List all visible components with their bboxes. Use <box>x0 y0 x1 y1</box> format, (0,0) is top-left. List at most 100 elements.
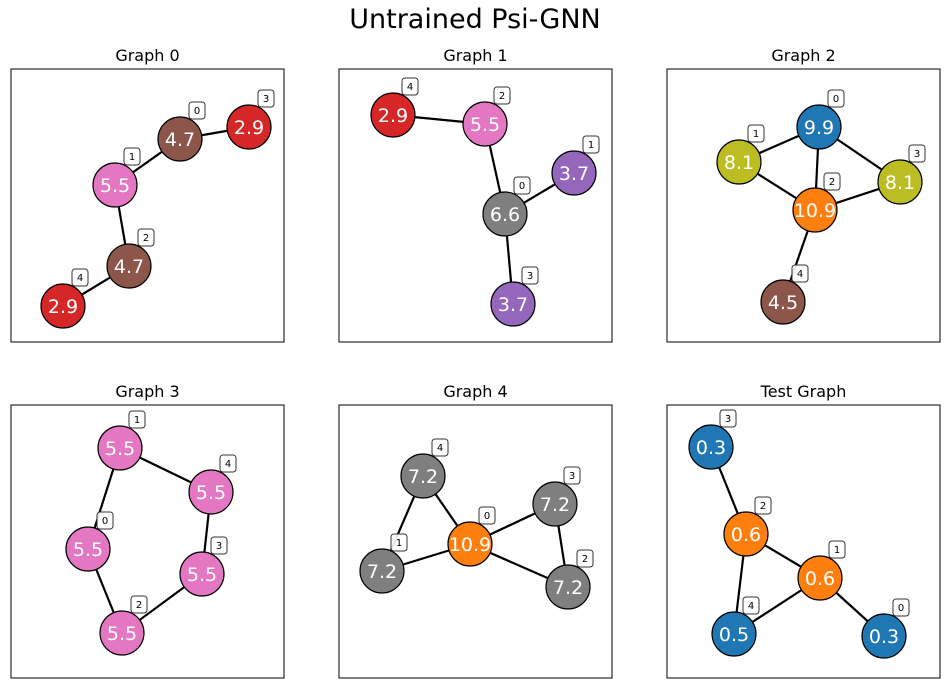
node-id-badge <box>747 124 765 143</box>
node-id-label: 1 <box>834 545 840 556</box>
graph-node: 3.73 <box>490 266 539 327</box>
node-id-badge <box>892 598 910 617</box>
node-id-badge <box>128 410 146 429</box>
node-id-label: 2 <box>829 177 835 188</box>
graph-node: 5.50 <box>65 511 114 572</box>
graph-node: 4.72 <box>106 228 155 289</box>
node-id-label: 2 <box>143 233 149 244</box>
node-circle <box>99 610 145 656</box>
graph-node: 2.93 <box>226 89 275 150</box>
graph-node: 8.13 <box>877 144 926 205</box>
node-circle <box>482 191 528 237</box>
node-value-label: 3.7 <box>498 294 528 316</box>
panel-frame <box>10 68 285 343</box>
node-id-badge <box>137 228 155 247</box>
node-id-label: 4 <box>225 459 231 470</box>
node-id-label: 0 <box>898 603 904 614</box>
node-value-label: 5.5 <box>107 623 137 645</box>
node-value-label: 5.5 <box>100 175 130 197</box>
node-id-label: 3 <box>263 94 269 105</box>
node-value-label: 7.2 <box>540 494 570 516</box>
panel-title: Graph 1 <box>443 46 507 65</box>
node-value-label: 5.5 <box>73 539 103 561</box>
node-id-badge <box>96 511 114 530</box>
node-value-label: 7.2 <box>408 466 438 488</box>
node-circle <box>545 564 591 610</box>
graph-node: 6.60 <box>482 176 531 237</box>
node-value-label: 5.5 <box>470 114 500 136</box>
panel-frame <box>338 68 613 343</box>
node-value-label: 5.5 <box>196 482 226 504</box>
node-id-label: 3 <box>569 471 575 482</box>
graph-node: 5.52 <box>462 86 511 147</box>
node-id-label: 2 <box>582 554 588 565</box>
node-id-badge <box>401 77 419 96</box>
node-id-badge <box>521 266 539 285</box>
graph-node: 7.22 <box>545 549 594 610</box>
node-circle <box>723 511 769 557</box>
node-id-label: 0 <box>484 511 490 522</box>
graph-node: 9.90 <box>796 89 845 150</box>
graph-node: 5.51 <box>92 147 141 208</box>
node-circle <box>106 243 152 289</box>
node-id-label: 1 <box>129 152 135 163</box>
node-id-badge <box>257 89 275 108</box>
node-circle <box>877 159 923 205</box>
node-id-badge <box>493 86 511 105</box>
node-circle <box>370 92 416 138</box>
node-value-label: 3.7 <box>559 163 589 185</box>
panel-frame <box>666 68 941 343</box>
node-id-badge <box>513 176 531 195</box>
node-value-label: 0.3 <box>696 437 726 459</box>
node-id-badge <box>219 454 237 473</box>
node-value-label: 10.9 <box>794 200 836 222</box>
node-value-label: 2.9 <box>378 105 408 127</box>
node-id-label: 2 <box>760 501 766 512</box>
node-value-label: 8.1 <box>885 172 915 194</box>
node-id-badge <box>478 506 496 525</box>
node-id-label: 0 <box>519 181 525 192</box>
node-id-badge <box>563 466 581 485</box>
node-circle <box>359 548 405 594</box>
graph-node: 10.92 <box>792 172 841 233</box>
node-circle <box>447 521 493 567</box>
node-circle <box>760 279 806 325</box>
panel-title: Graph 4 <box>443 382 507 401</box>
node-circle <box>462 101 508 147</box>
graph-node: 0.33 <box>688 409 737 470</box>
node-id-label: 4 <box>797 269 803 280</box>
node-value-label: 0.5 <box>719 624 749 646</box>
node-circle <box>716 139 762 185</box>
node-id-label: 3 <box>725 414 731 425</box>
node-circle <box>226 104 272 150</box>
node-id-badge <box>827 89 845 108</box>
node-id-label: 4 <box>748 601 754 612</box>
node-id-label: 0 <box>102 516 108 527</box>
node-value-label: 5.5 <box>105 438 135 460</box>
node-value-label: 5.5 <box>187 564 217 586</box>
panel-frame <box>666 404 941 679</box>
figure-title: Untrained Psi-GNN <box>349 4 601 35</box>
node-id-badge <box>908 144 926 163</box>
panel-title: Graph 0 <box>115 46 179 65</box>
node-id-label: 1 <box>753 129 759 140</box>
panel-frame <box>338 404 613 679</box>
node-id-label: 1 <box>134 415 140 426</box>
node-id-badge <box>576 549 594 568</box>
graph-node: 7.24 <box>400 438 449 499</box>
graph-node: 0.62 <box>723 496 772 557</box>
node-circle <box>711 611 757 657</box>
graph-panel: Graph 35.505.515.525.535.54 <box>10 382 285 679</box>
node-id-badge <box>582 135 600 154</box>
node-value-label: 2.9 <box>48 296 78 318</box>
node-value-label: 4.5 <box>768 292 798 314</box>
node-circle <box>65 526 111 572</box>
node-circle <box>796 104 842 150</box>
node-id-badge <box>431 438 449 457</box>
node-id-badge <box>719 409 737 428</box>
node-id-badge <box>123 147 141 166</box>
node-circle <box>40 283 86 329</box>
node-circle <box>157 116 203 162</box>
